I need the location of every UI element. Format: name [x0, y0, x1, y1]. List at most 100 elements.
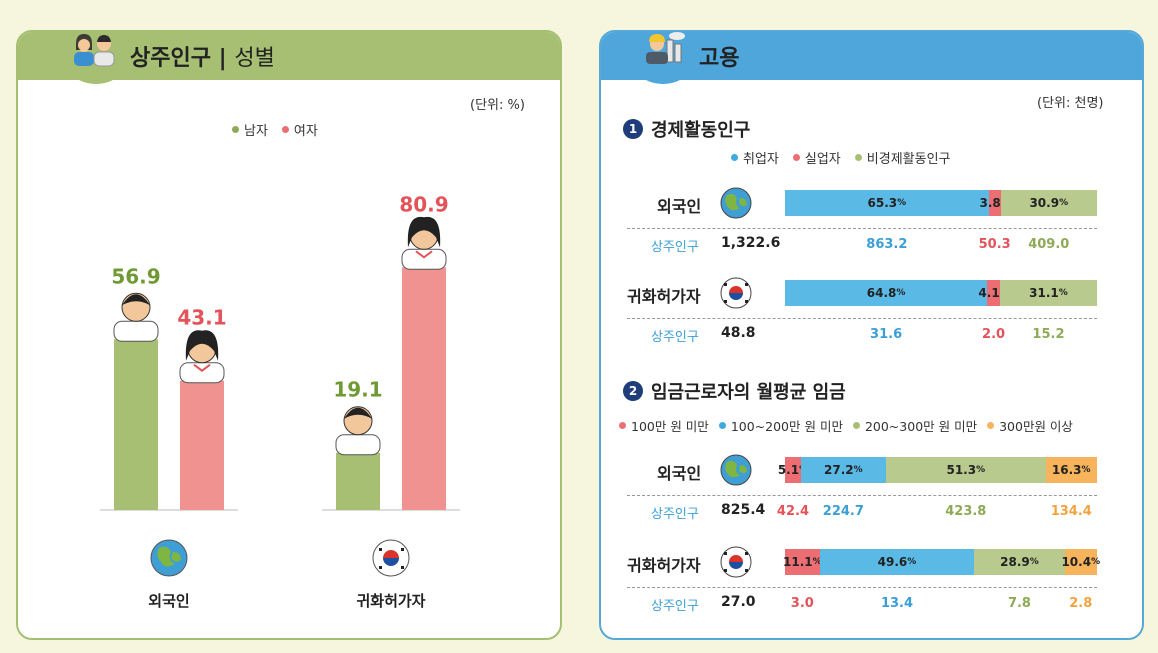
legend-employed-swatch	[731, 154, 738, 161]
legend-wage-under100: 100만 원 미만	[619, 416, 709, 435]
econ-segment-percent: 3.8	[979, 196, 1001, 210]
legend-employed-label: 취업자	[743, 152, 779, 167]
econ-legend: 취업자 실업자 비경제활동인구	[731, 148, 951, 167]
legend-male-swatch	[232, 126, 239, 133]
employment-panel: 고용 (단위: 천명) 1 경제활동인구 취업자 실업자 비경제활동인구 2 임…	[599, 30, 1144, 640]
bar-female	[402, 267, 446, 510]
globe-icon	[150, 539, 188, 577]
econ-segment-value: 31.6	[870, 327, 903, 342]
employment-panel-title: 고용	[699, 46, 740, 71]
wage-segment-percent: 49.6	[877, 555, 908, 569]
legend-unemployed: 실업자	[792, 148, 841, 167]
legend-unemployed-swatch	[792, 154, 800, 161]
legend-employed: 취업자	[731, 148, 779, 167]
wage-segment-percent: 10.4	[1061, 555, 1092, 569]
econ-segment-value: 50.3	[978, 237, 1011, 252]
bar-value-label: 43.1	[177, 306, 226, 330]
percent-sign: %	[853, 465, 863, 475]
wage-segment-percent: 51.3	[946, 463, 977, 477]
percent-sign: %	[1091, 557, 1101, 567]
wage-segment: 51.3%	[885, 457, 1046, 483]
econ-segment: 65.3%	[785, 190, 989, 216]
boy-figure-icon	[335, 406, 381, 456]
bar-male	[114, 339, 158, 510]
wage-divider	[627, 587, 1097, 588]
section-1-label: 경제활동인구	[651, 120, 751, 141]
wage-pop-total: 825.4	[721, 502, 766, 518]
wage-segment: 27.2%	[800, 457, 886, 483]
legend-wage-over300: 300만원 이상	[987, 416, 1073, 435]
legend-female-swatch	[281, 126, 289, 133]
sex-panel-title: 상주인구 | 성별	[130, 40, 275, 72]
wage-segment: 28.9%	[974, 549, 1065, 575]
bar-male	[336, 452, 380, 510]
percent-sign: %	[1029, 557, 1039, 567]
econ-pop-total: 48.8	[721, 325, 756, 341]
wage-legend: 100만 원 미만 100~200만 원 미만 200~300만 원 미만 30…	[619, 416, 1073, 435]
econ-divider	[627, 318, 1097, 319]
percent-sign: %	[1058, 288, 1068, 298]
bar-female	[180, 380, 224, 510]
section-economic-activity-title: 1 경제활동인구	[623, 116, 750, 142]
sex-bar-chart: 56.9 43.1 외국인 19.1 80.9 귀화허가자	[100, 192, 460, 610]
globe-icon	[720, 454, 752, 486]
wage-segment-percent: 11.1	[783, 555, 813, 569]
econ-segment: 64.8%	[785, 280, 988, 306]
sex-legend: 남자 여자	[232, 120, 318, 139]
wage-segment: 10.4%	[1061, 549, 1101, 575]
korea-flag-icon	[720, 277, 752, 309]
legend-male-label: 남자	[244, 124, 268, 139]
legend-wage-100-200-label: 100~200만 원 미만	[730, 419, 843, 434]
legend-male: 남자	[232, 120, 268, 139]
econ-row-label: 외국인	[657, 197, 702, 216]
wage-segment-percent: 27.2	[824, 463, 854, 477]
legend-female-label: 여자	[293, 124, 318, 139]
wage-segment-percent: 28.9	[1000, 555, 1030, 569]
econ-row-label: 귀화허가자	[627, 287, 701, 306]
sex-panel-icon-circle	[58, 32, 134, 84]
wage-segment-percent: 16.3	[1051, 463, 1082, 477]
section-2-badge: 2	[623, 381, 643, 401]
girl-figure-icon	[401, 216, 447, 270]
wage-segment: 49.6%	[819, 549, 975, 575]
econ-pop-label: 상주인구	[651, 330, 699, 345]
wage-segment: 11.1%	[783, 549, 822, 575]
percent-sign: %	[1081, 465, 1091, 475]
econ-segment: 31.1%	[999, 280, 1097, 306]
wage-row-label: 귀화허가자	[627, 556, 701, 575]
econ-segment-value: 2.0	[982, 327, 1006, 342]
section-2-label: 임금근로자의 월평균 임금	[651, 382, 846, 403]
econ-segment-percent: 4.1	[978, 286, 1000, 300]
girl-figure-icon	[179, 330, 225, 384]
legend-unemployed-label: 실업자	[804, 152, 841, 167]
bar-value-label: 56.9	[111, 264, 160, 288]
legend-female: 여자	[281, 120, 318, 139]
wage-segment-value: 7.8	[1007, 596, 1031, 611]
econ-segment-value: 15.2	[1032, 327, 1065, 342]
wage-segment: 5.1%	[778, 457, 808, 483]
econ-segment-percent: 30.9	[1029, 196, 1060, 210]
econ-pop-total: 1,322.6	[721, 235, 781, 251]
category-label: 외국인	[148, 592, 189, 610]
legend-wage-100-200-swatch	[718, 422, 726, 429]
wage-segment-value: 2.8	[1069, 596, 1093, 611]
percent-sign: %	[812, 557, 822, 567]
employment-panel-icon-circle	[625, 32, 701, 84]
wage-divider	[627, 495, 1097, 496]
econ-pop-label: 상주인구	[651, 240, 699, 255]
econ-divider	[627, 228, 1097, 229]
sex-panel-title-separator: |	[218, 46, 227, 71]
bar-value-label: 19.1	[333, 378, 382, 402]
stacked-bar-area: 외국인 65.3% 863.2 3.8% 50.3 30.9% 409.0 상주인구 1,322…	[601, 32, 1142, 638]
bar-value-label: 80.9	[399, 192, 448, 216]
econ-segment: 30.9%	[1000, 190, 1097, 216]
wage-pop-total: 27.0	[721, 594, 756, 610]
section-wage-title: 2 임금근로자의 월평균 임금	[623, 378, 846, 404]
percent-sign: %	[897, 198, 907, 208]
wage-row-label: 외국인	[657, 464, 702, 483]
legend-inactive-label: 비경제활동인구	[866, 152, 951, 167]
econ-segment-value: 863.2	[866, 237, 908, 252]
sex-unit-label: (단위: %)	[470, 98, 525, 113]
boy-figure-icon	[113, 292, 159, 342]
employment-unit-label: (단위: 천명)	[1037, 96, 1104, 111]
